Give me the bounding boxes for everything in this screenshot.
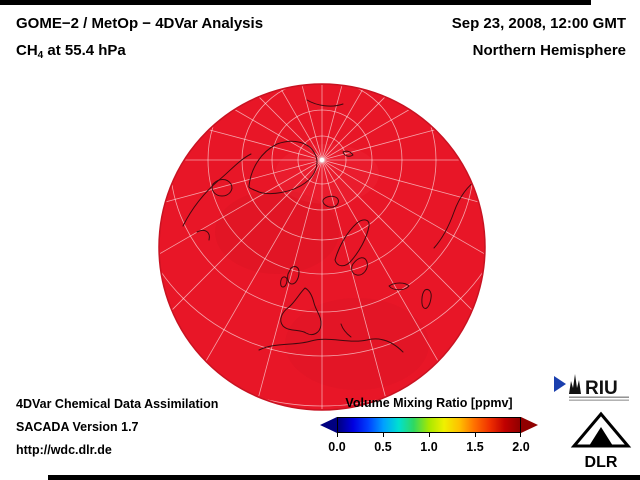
bottom-border-bar	[48, 475, 640, 480]
ch4-subscript: 4	[37, 50, 44, 61]
riu-baseline-2	[569, 399, 629, 401]
credit-line-assimilation: 4DVar Chemical Data Assimilation	[16, 397, 219, 411]
coast-greenland	[248, 140, 318, 195]
colorbar-tick-labels: 0.0 0.5 1.0 1.5 2.0	[328, 440, 529, 455]
riu-logo-svg: RIU	[554, 374, 629, 401]
colorbar-arrow-left	[320, 417, 337, 433]
globe-map	[157, 82, 487, 412]
coast-arctic-russia	[306, 99, 344, 107]
top-border-bar	[0, 0, 591, 5]
tick-label-3: 1.5	[466, 440, 484, 454]
coast-iberia-france	[280, 287, 322, 336]
coastlines	[182, 99, 480, 353]
coast-scandinavia	[334, 219, 370, 267]
hemisphere-label: Northern Hemisphere	[472, 42, 626, 59]
north-pole-marker	[319, 157, 325, 163]
coast-siberia	[433, 177, 480, 249]
credit-line-url: http://wdc.dlr.de	[16, 443, 112, 457]
analysis-title: GOME−2 / MetOp − 4DVar Analysis	[16, 15, 264, 32]
coast-ireland	[280, 276, 288, 288]
dlr-logo-svg: DLR	[570, 411, 632, 471]
coast-britain	[287, 266, 300, 285]
coast-black-sea	[388, 282, 410, 291]
globe-svg	[158, 83, 486, 411]
tick-label-4: 2.0	[512, 440, 530, 454]
riu-arrow-icon	[554, 376, 566, 392]
colorbar-gradient	[337, 417, 521, 433]
dlr-logo: DLR	[570, 410, 632, 477]
graticule	[160, 85, 484, 409]
riu-logo-text: RIU	[585, 378, 618, 399]
colorbar: Volume Mixing Ratio [ppmv] 0.0 0.5 1.0 1…	[320, 396, 538, 455]
credit-line-version: SACADA Version 1.7	[16, 420, 139, 434]
analysis-date: Sep 23, 2008, 12:00 GMT	[451, 15, 626, 32]
datetime-block: Sep 23, 2008, 12:00 GMT Northern Hemisph…	[452, 10, 626, 64]
riu-logo: RIU	[552, 371, 634, 408]
coast-iceland	[322, 195, 339, 208]
tick-label-2: 1.0	[420, 440, 438, 454]
colorbar-bar	[320, 417, 538, 433]
colorbar-tickmarks	[337, 433, 521, 437]
credits-block: 4DVar Chemical Data Assimilation SACADA …	[16, 397, 218, 466]
coast-baltic	[351, 257, 368, 276]
coast-caspian	[421, 289, 432, 309]
species-level-title: CH4 at 55.4 hPa	[16, 42, 126, 61]
colorbar-title: Volume Mixing Ratio [ppmv]	[345, 396, 513, 410]
title-block: GOME−2 / MetOp − 4DVar Analysis CH4 at 5…	[16, 10, 263, 69]
coast-hudson-bay	[211, 179, 233, 197]
coast-north-africa	[258, 338, 404, 353]
tick-label-1: 0.5	[374, 440, 392, 454]
dlr-mark-inner	[589, 427, 613, 446]
riu-cathedral-icon	[569, 374, 581, 394]
colorbar-arrow-right	[521, 417, 538, 433]
riu-baseline-1	[569, 396, 629, 398]
coast-svalbard	[342, 150, 354, 157]
coast-italy	[340, 323, 352, 338]
coast-labrador	[196, 229, 210, 241]
dlr-logo-text: DLR	[585, 454, 618, 471]
tick-label-0: 0.0	[328, 440, 346, 454]
